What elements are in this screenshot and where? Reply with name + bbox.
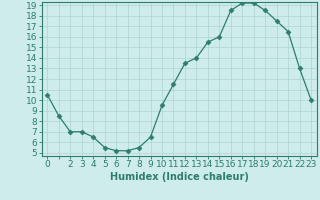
X-axis label: Humidex (Indice chaleur): Humidex (Indice chaleur)	[110, 172, 249, 182]
